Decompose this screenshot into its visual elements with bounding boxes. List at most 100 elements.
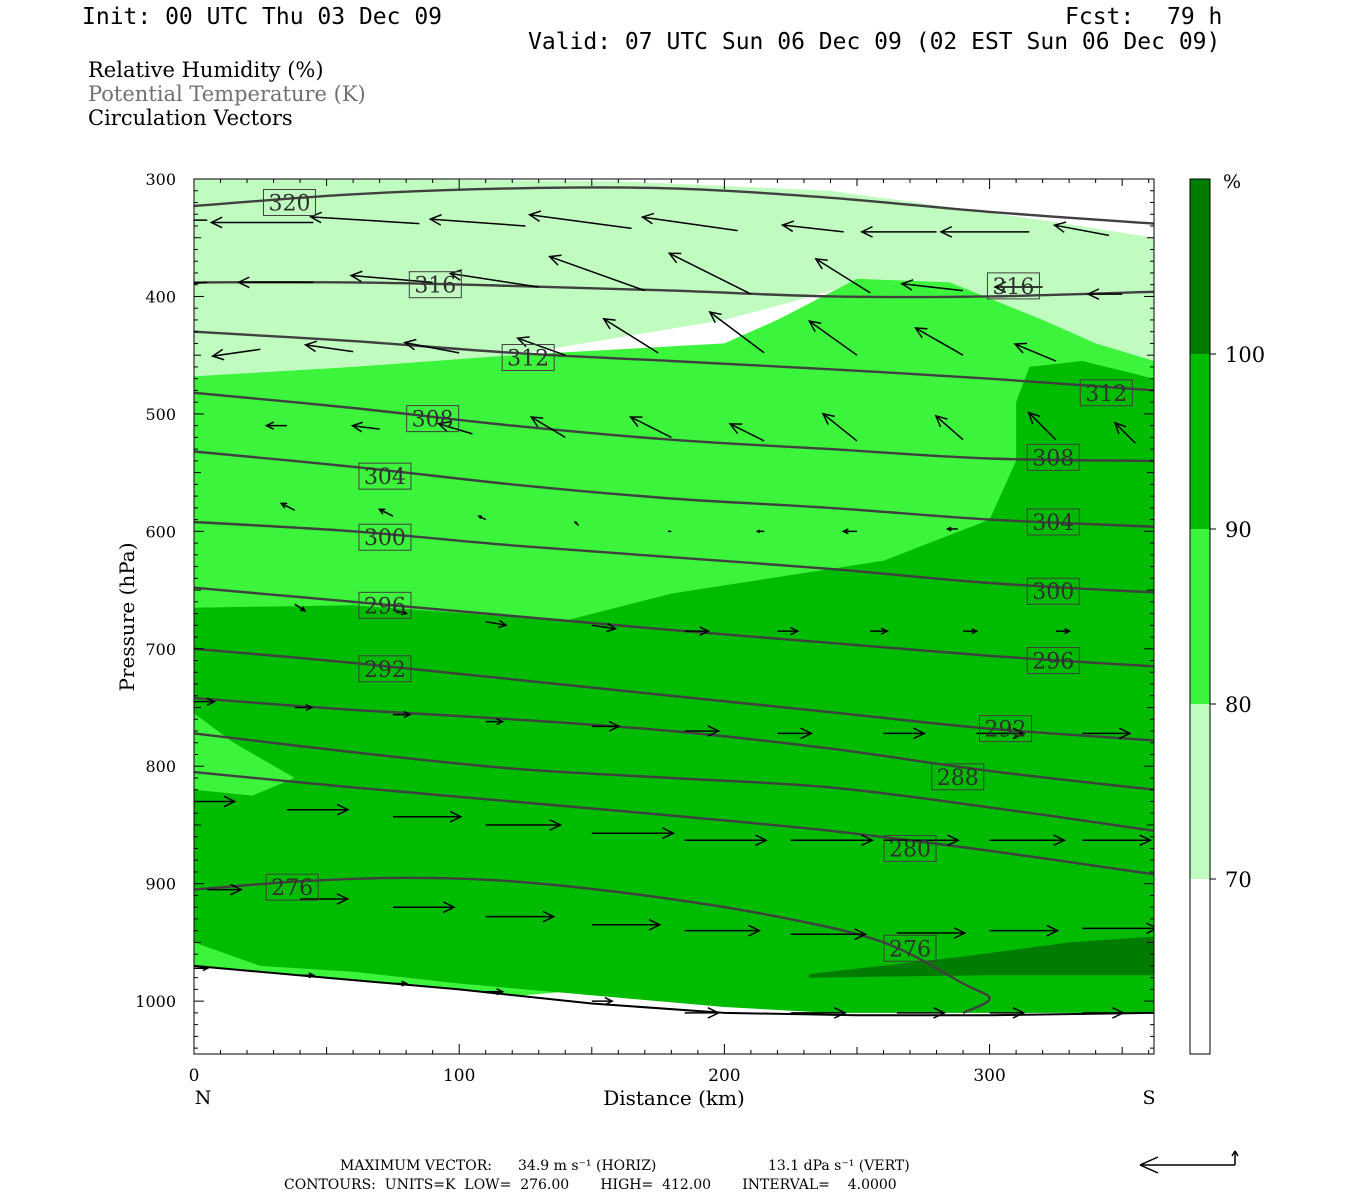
contour-label: 276 — [265, 873, 319, 901]
vector-arrow — [629, 416, 672, 439]
theta-contour-296 — [194, 586, 1154, 668]
vector-arrow — [529, 416, 566, 439]
contour-label-text: 280 — [889, 837, 931, 862]
vector-arrow — [989, 1006, 1026, 1019]
vector-head — [821, 412, 835, 425]
vector-arrow — [684, 924, 762, 937]
contour-label-box — [265, 873, 319, 901]
x-tick-labels: 0 100 200 300 — [189, 1066, 1006, 1086]
contour-label: 300 — [1026, 577, 1080, 605]
colorbar-level: 90 — [1225, 518, 1252, 542]
vector-head — [496, 988, 505, 996]
y-tick-label: 800 — [145, 757, 176, 776]
vector-arrow — [591, 720, 621, 732]
vector-shaft — [450, 272, 539, 288]
vector-shaft — [485, 621, 507, 626]
vector-arrow — [377, 508, 394, 517]
vector-shaft — [212, 348, 261, 357]
vector-arrow — [870, 627, 889, 635]
colorbar-level: 80 — [1225, 693, 1252, 717]
theta-contour-284 — [194, 732, 1154, 832]
vector-arrow — [883, 727, 927, 740]
rh-region-70-80 — [194, 179, 1154, 377]
cross-section-chart: 320 316 316 312 312 308 308 304 304 300 300 296 296 2… — [115, 170, 1265, 1110]
vector-head — [755, 834, 768, 847]
vector-head — [477, 515, 482, 520]
vector-arrow — [485, 910, 556, 923]
vector-arrow — [194, 219, 208, 221]
contour-label-text: 320 — [268, 191, 310, 216]
vector-head — [913, 327, 928, 339]
vector-arrow — [392, 609, 409, 616]
max-vector-vert: 13.1 dPa s⁻¹ (VERT) — [768, 1158, 910, 1174]
vector-head — [662, 827, 676, 840]
vector-arrow — [428, 214, 526, 227]
vector-head — [403, 338, 417, 351]
theta-contour-276 — [194, 876, 991, 1014]
vector-head — [497, 619, 508, 629]
y-tick-label: 900 — [145, 875, 176, 894]
vector-arrow — [814, 258, 871, 294]
vector-head — [1112, 1006, 1125, 1019]
vector-head — [602, 317, 616, 330]
vector-head — [933, 1006, 947, 1019]
theta-contour-304 — [194, 450, 1154, 528]
vector-arrow — [591, 996, 614, 1006]
vector-arrow — [209, 216, 314, 229]
vector-head — [807, 320, 822, 333]
circulation-vectors — [194, 210, 1154, 1019]
vector-arrow — [548, 254, 646, 292]
vector-head — [755, 529, 761, 534]
contour-label: 312 — [501, 344, 555, 372]
vector-arrow — [286, 803, 350, 816]
y-tick-label: 500 — [145, 405, 176, 424]
theta-contour-292 — [194, 647, 1154, 742]
forecast-label: Fcst: — [1065, 4, 1135, 30]
contour-label-box — [986, 272, 1040, 300]
rh-region-90-100 — [194, 361, 1154, 1013]
valid-time: Valid: 07 UTC Sun 06 Dec 09 (02 EST Sun … — [528, 29, 1221, 55]
contour-label: 288 — [931, 763, 985, 791]
vector-head — [971, 628, 979, 635]
contour-label-text: 292 — [984, 718, 1026, 743]
contour-label: 304 — [1026, 508, 1080, 536]
vector-shaft — [915, 327, 964, 356]
colorbar-frame — [1189, 178, 1211, 1055]
vector-head — [1146, 922, 1154, 935]
contour-label-text: 288 — [937, 766, 979, 791]
vector-arrow — [392, 901, 456, 914]
vector-arrow — [573, 520, 580, 527]
vector-arrow — [708, 310, 765, 354]
contour-label-box — [358, 462, 412, 490]
vector-arrow — [1055, 628, 1072, 635]
legend-vectors: Circulation Vectors — [88, 106, 293, 130]
vector-head — [350, 421, 364, 433]
contour-label: 292 — [978, 715, 1032, 743]
vector-shaft — [517, 337, 566, 356]
vector-arrow — [602, 317, 659, 354]
contour-label: 300 — [358, 523, 412, 551]
vector-head — [708, 310, 722, 324]
contour-label-box — [883, 934, 937, 962]
vector-head — [442, 901, 456, 914]
vector-shaft — [438, 422, 473, 435]
rh-region-100+ — [809, 936, 1154, 978]
colorbar-unit: % — [1223, 171, 1241, 193]
vector-arrow — [780, 220, 844, 233]
vector-arrow — [294, 703, 314, 712]
vector-shaft — [603, 318, 659, 354]
contour-label: 308 — [1026, 443, 1080, 471]
contour-label-text: 308 — [412, 408, 454, 433]
legend-theta: Potential Temperature (K) — [88, 82, 366, 106]
vector-shaft — [808, 320, 858, 356]
x-tick-label: 200 — [708, 1066, 740, 1086]
vector-head — [336, 893, 350, 905]
colorbar-segment — [1190, 704, 1210, 879]
vector-arrow — [989, 924, 1060, 937]
vector-arrow — [684, 834, 768, 847]
vector-arrow — [300, 972, 316, 979]
vector-shaft — [822, 413, 858, 442]
contour-label-box — [931, 763, 985, 791]
vector-head — [699, 626, 711, 636]
vector-arrow — [403, 338, 460, 354]
